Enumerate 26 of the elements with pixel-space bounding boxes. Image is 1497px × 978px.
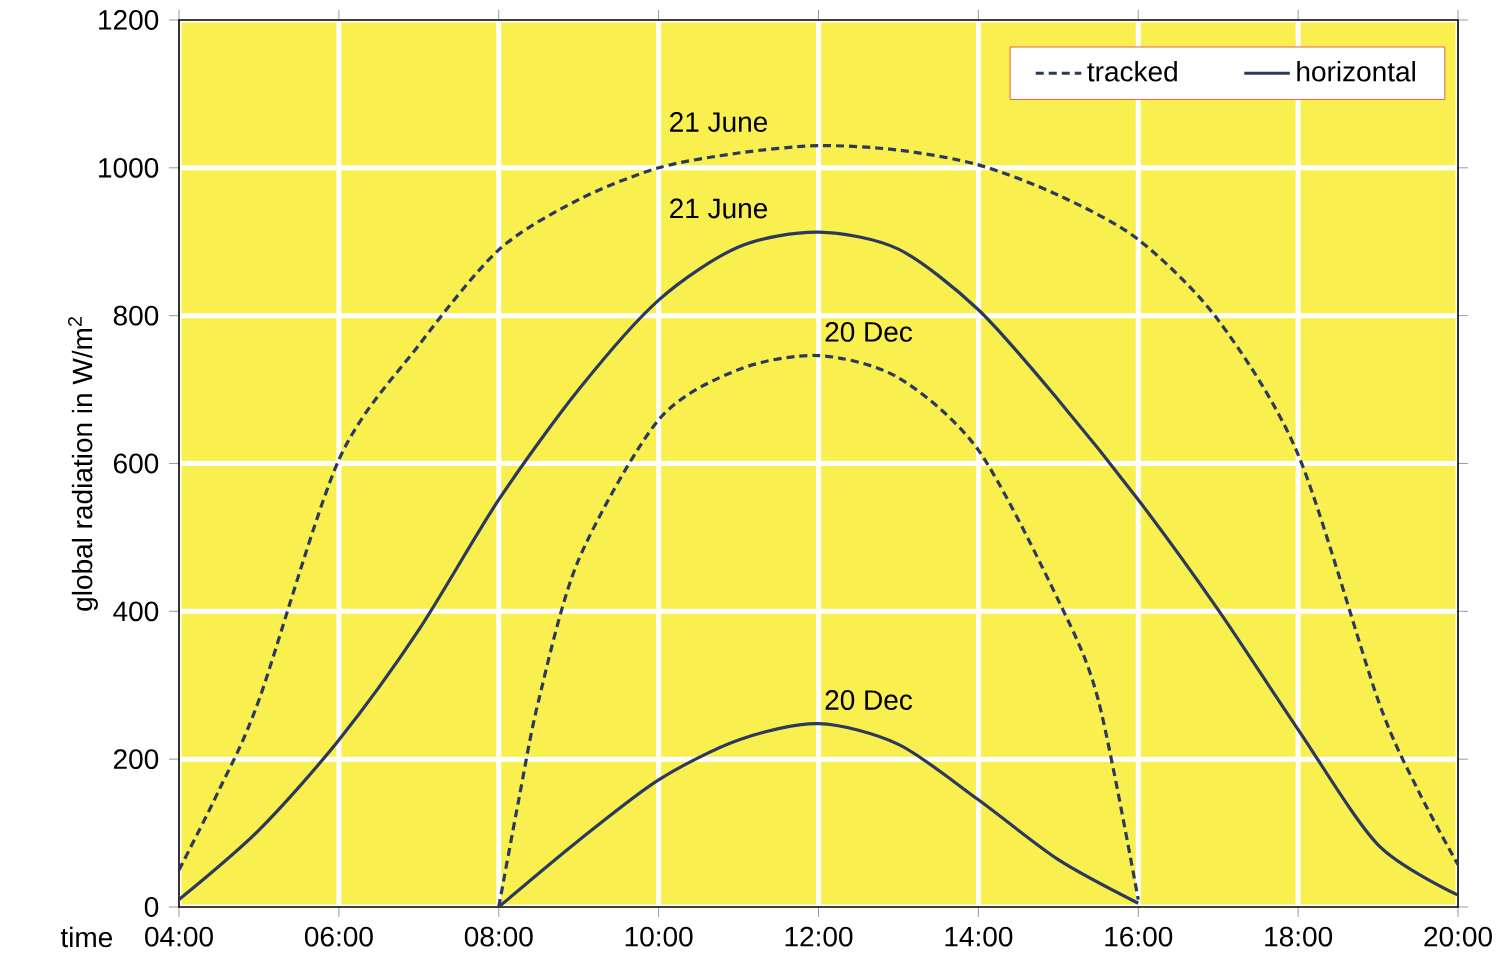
annotation: 21 June bbox=[670, 112, 768, 132]
x-tick-label: 06:00 bbox=[304, 926, 373, 947]
x-axis-title: time bbox=[60, 926, 113, 948]
x-tick-label: 14:00 bbox=[945, 926, 1013, 947]
x-tick-label: 16:00 bbox=[1105, 926, 1173, 947]
y-tick-label: 200 bbox=[113, 749, 159, 770]
annotation: 20 Dec bbox=[825, 321, 913, 342]
x-tick-label: 18:00 bbox=[1265, 926, 1333, 947]
legend-label: horizontal bbox=[1297, 60, 1415, 82]
x-tick-label: 10:00 bbox=[625, 926, 693, 947]
y-axis-title: global radiation in W/m$^{2}$ bbox=[67, 317, 98, 611]
line-series bbox=[179, 144, 1459, 872]
y-tick-label: 600 bbox=[113, 453, 159, 474]
x-tick-label: 20:00 bbox=[1424, 926, 1492, 947]
y-tick-label: 800 bbox=[113, 305, 159, 326]
x-tick-label: 08:00 bbox=[464, 926, 533, 947]
y-tick-label: 400 bbox=[113, 601, 159, 622]
line-series bbox=[179, 230, 1459, 902]
annotation: 20 Dec bbox=[825, 690, 913, 710]
annotation: 21 June bbox=[670, 198, 768, 219]
y-tick-label: 1200 bbox=[99, 10, 159, 30]
y-tick-label: 0 bbox=[144, 897, 159, 917]
y-tick-label: 1000 bbox=[99, 157, 159, 178]
x-tick-label: 04:00 bbox=[145, 926, 213, 947]
x-tick-label: 12:00 bbox=[785, 926, 853, 947]
legend-label: tracked bbox=[1087, 60, 1177, 82]
